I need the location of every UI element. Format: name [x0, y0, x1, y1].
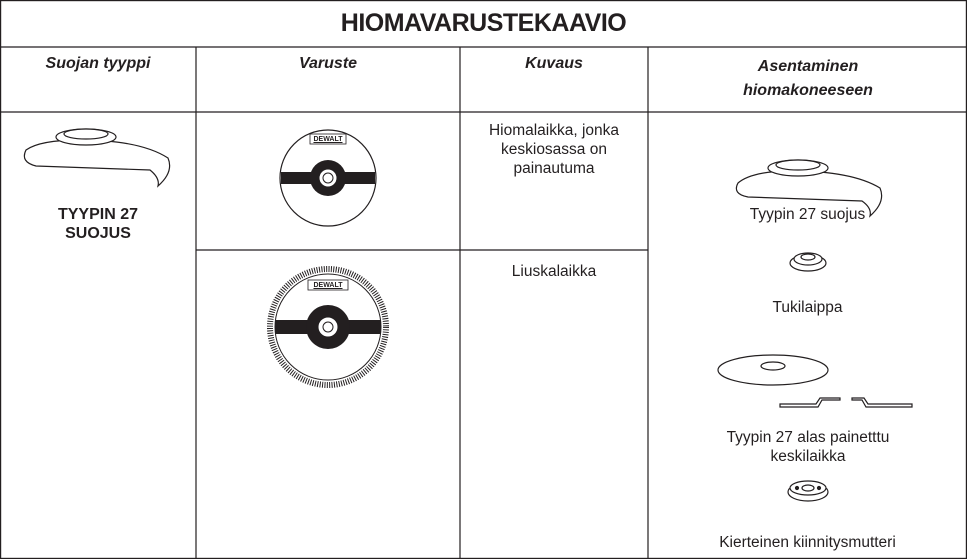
guard-icon [735, 159, 883, 218]
mounting-label: Kierteinen kiinnitysmutteri [719, 534, 896, 551]
description: Liuskalaikka [511, 263, 597, 280]
column-header: Kuvaus [525, 55, 583, 72]
wheel-icon [717, 354, 913, 408]
mounting-label: Tukilaippa [772, 299, 843, 316]
column-header: Asentaminen hiomakoneeseen [743, 58, 873, 99]
mounting-label: Tyypin 27 suojus [749, 206, 866, 223]
flap-disc-icon [267, 266, 389, 388]
column-header: Varuste [298, 55, 358, 72]
logo: DEWALT [313, 282, 343, 289]
logo: DEWALT [313, 136, 343, 143]
nut-icon [787, 480, 829, 502]
title: HIOMAVARUSTEKAAVIO [340, 9, 627, 37]
mounting-label: Tyypin 27 alas painetttu keskilaikka [726, 429, 890, 465]
column-header: Suojan tyyppi [45, 55, 151, 72]
description: Hiomalaikka, jonka keskiosassa on painau… [488, 122, 620, 177]
guard-label: TYYPIN 27 SUOJUS [57, 206, 139, 242]
flange-icon [789, 252, 827, 272]
disc-icon [279, 129, 377, 227]
guard-icon [23, 128, 171, 188]
